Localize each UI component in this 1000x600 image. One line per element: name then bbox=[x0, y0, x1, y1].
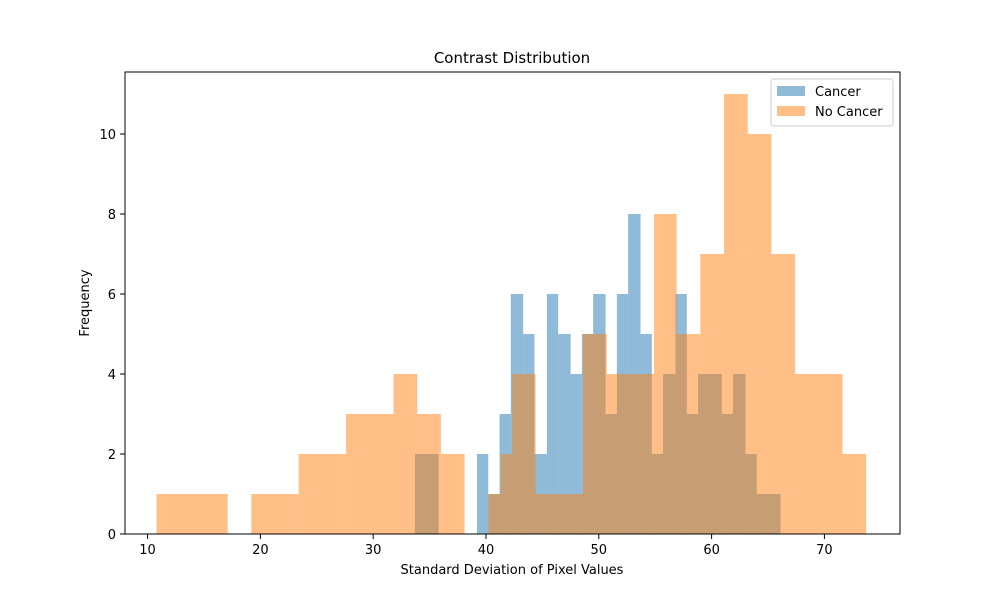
no-cancer-bar bbox=[417, 414, 441, 534]
no-cancer-bar bbox=[535, 494, 584, 534]
y-tick-label: 2 bbox=[108, 448, 116, 463]
no-cancer-bar bbox=[771, 254, 796, 534]
no-cancer-bar bbox=[700, 254, 725, 534]
no-cancer-bar bbox=[842, 454, 867, 534]
y-tick-label: 0 bbox=[108, 528, 116, 543]
y-axis-title: Frequency bbox=[78, 269, 93, 336]
chart-title: Contrast Distribution bbox=[434, 49, 590, 67]
x-axis-ticks: 10 20 30 40 50 60 70 bbox=[139, 534, 833, 558]
no-cancer-bar bbox=[298, 454, 347, 534]
legend-label-cancer: Cancer bbox=[815, 85, 861, 100]
y-tick-label: 8 bbox=[108, 208, 116, 223]
bars-layer bbox=[156, 94, 867, 534]
x-tick-label: 20 bbox=[252, 543, 269, 558]
cancer-bar bbox=[570, 374, 582, 534]
no-cancer-bar bbox=[346, 414, 394, 534]
no-cancer-bar bbox=[488, 494, 501, 534]
no-cancer-bar bbox=[654, 214, 677, 534]
legend: Cancer No Cancer bbox=[770, 78, 894, 127]
plot-frame bbox=[124, 71, 901, 535]
no-cancer-bar bbox=[724, 94, 748, 534]
no-cancer-bar bbox=[747, 134, 772, 534]
x-tick-label: 40 bbox=[478, 543, 495, 558]
x-tick-label: 60 bbox=[703, 543, 720, 558]
no-cancer-bar bbox=[511, 374, 536, 534]
cancer-bar bbox=[558, 334, 571, 534]
legend-swatch-no-cancer bbox=[777, 106, 805, 116]
no-cancer-bar bbox=[583, 334, 607, 534]
no-cancer-bar bbox=[676, 334, 701, 534]
no-cancer-bar bbox=[251, 494, 299, 534]
no-cancer-bar bbox=[795, 374, 843, 534]
legend-label-no-cancer: No Cancer bbox=[815, 105, 883, 120]
cancer-bar bbox=[476, 454, 489, 534]
y-tick-label: 6 bbox=[108, 288, 116, 303]
x-tick-label: 50 bbox=[591, 543, 608, 558]
x-tick-label: 30 bbox=[365, 543, 382, 558]
no-cancer-bar bbox=[393, 374, 418, 534]
x-axis-title: Standard Deviation of Pixel Values bbox=[401, 563, 624, 578]
legend-swatch-cancer bbox=[777, 86, 805, 96]
y-tick-label: 4 bbox=[108, 368, 116, 383]
no-cancer-bar bbox=[630, 374, 655, 534]
y-tick-label: 10 bbox=[99, 128, 116, 143]
no-cancer-bar bbox=[500, 454, 512, 534]
y-axis-ticks: 0 2 4 6 8 10 bbox=[99, 128, 125, 543]
cancer-bar bbox=[546, 294, 559, 534]
x-tick-label: 10 bbox=[139, 543, 156, 558]
x-tick-label: 70 bbox=[816, 543, 833, 558]
no-cancer-bar bbox=[606, 374, 631, 534]
no-cancer-bar bbox=[440, 454, 465, 534]
no-cancer-bar bbox=[156, 494, 228, 534]
